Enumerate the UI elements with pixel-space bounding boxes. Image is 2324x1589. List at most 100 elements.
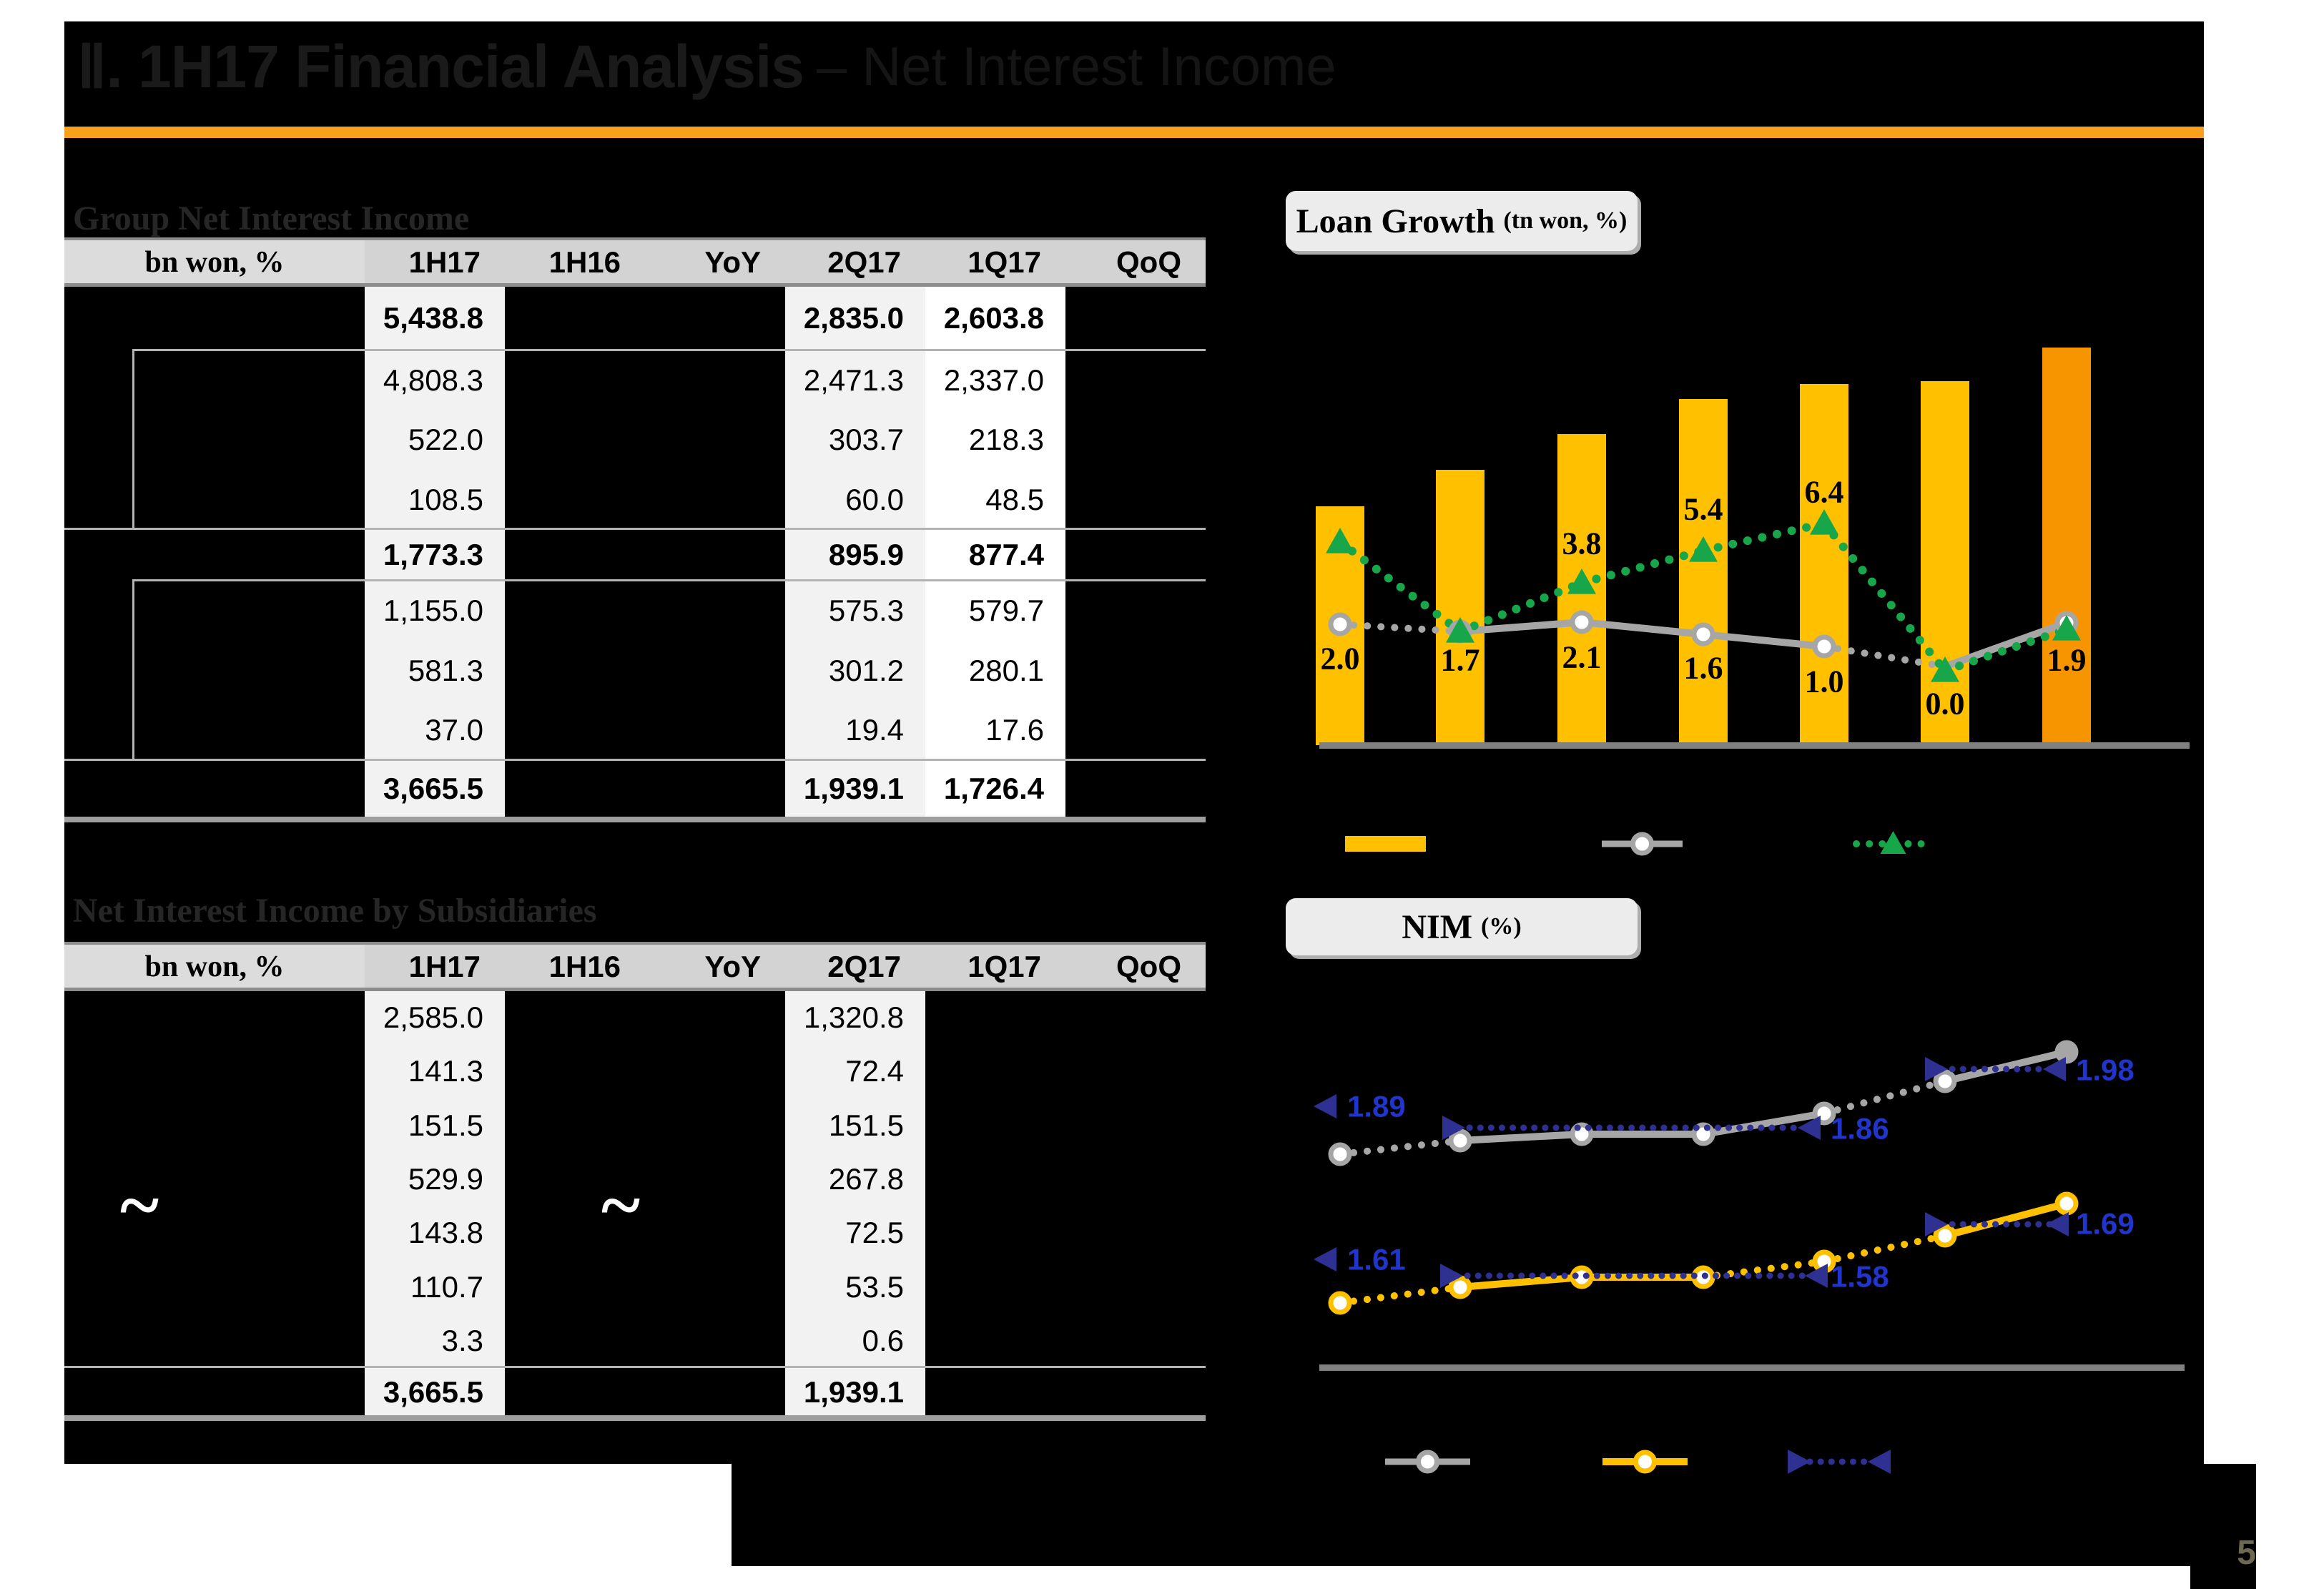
value-cell xyxy=(645,1206,785,1260)
value-cell xyxy=(505,529,645,581)
table-rule xyxy=(64,759,1206,761)
subsidiaries-table-row: 3,665.5 1,939.1 xyxy=(64,1367,1206,1417)
value-cell: 1,939.1 xyxy=(785,760,925,817)
value-cell xyxy=(645,990,785,1044)
value-cell: 4,808.3 xyxy=(365,350,505,410)
nim-title-box: NIM (%) xyxy=(1286,898,1638,955)
value-cell: 1,773.3 xyxy=(365,529,505,581)
value-cell xyxy=(1065,1206,1206,1260)
value-cell xyxy=(925,1367,1065,1417)
value-cell xyxy=(505,990,645,1044)
nim-title: NIM xyxy=(1402,907,1472,946)
value-cell: 1,726.4 xyxy=(925,760,1065,817)
value-cell xyxy=(1065,410,1206,470)
value-cell xyxy=(1065,350,1206,410)
table-rule xyxy=(132,349,1206,351)
row-label-cell xyxy=(64,1098,365,1152)
table-rule xyxy=(64,283,1206,287)
column-header-YoY: YoY xyxy=(645,240,785,285)
value-cell: 108.5 xyxy=(365,470,505,529)
value-cell xyxy=(925,1098,1065,1152)
value-cell xyxy=(645,1367,785,1417)
value-cell: 72.4 xyxy=(785,1044,925,1098)
table-rule xyxy=(64,528,1206,530)
value-cell: 581.3 xyxy=(365,641,505,700)
value-cell xyxy=(645,1044,785,1098)
value-cell xyxy=(645,410,785,470)
row-label-cell xyxy=(64,1044,365,1098)
value-cell xyxy=(505,1044,645,1098)
value-cell: 3.3 xyxy=(365,1314,505,1367)
value-cell: 5,438.8 xyxy=(365,286,505,350)
value-cell: 1,155.0 xyxy=(365,581,505,641)
group-table-row: 1,155.0 575.3 579.7 xyxy=(64,581,1206,641)
value-cell: 1,320.8 xyxy=(785,990,925,1044)
value-cell: 60.0 xyxy=(785,470,925,529)
value-cell xyxy=(645,700,785,760)
subsidiaries-table-heading: Net Interest Income by Subsidiaries xyxy=(73,892,597,930)
row-label-cell xyxy=(64,1314,365,1367)
column-header-QoQ: QoQ xyxy=(1065,945,1206,989)
value-cell xyxy=(1065,286,1206,350)
table-rule xyxy=(64,1415,1206,1421)
value-cell xyxy=(1065,1152,1206,1206)
row-label-cell xyxy=(64,350,365,410)
table-rule xyxy=(64,237,1206,240)
value-cell xyxy=(1065,470,1206,529)
value-cell xyxy=(505,286,645,350)
value-cell xyxy=(505,350,645,410)
column-header-2Q17: 2Q17 xyxy=(785,240,925,285)
loan-growth-title: Loan Growth xyxy=(1296,202,1495,240)
slide-title-sub: – Net Interest Income xyxy=(817,36,1336,97)
value-cell: 303.7 xyxy=(785,410,925,470)
loan-growth-title-box: Loan Growth (tn won, %) xyxy=(1286,191,1638,251)
group-table-row: 1,773.3 895.9 877.4 xyxy=(64,529,1206,581)
value-cell xyxy=(925,1314,1065,1367)
value-cell: 151.5 xyxy=(365,1098,505,1152)
value-cell xyxy=(645,1260,785,1314)
value-cell: 877.4 xyxy=(925,529,1065,581)
subsidiaries-table-row: 2,585.0 1,320.8 xyxy=(64,990,1206,1044)
table-rule xyxy=(64,1366,1206,1368)
table-rule xyxy=(64,942,1206,945)
value-cell xyxy=(645,760,785,817)
value-cell: 218.3 xyxy=(925,410,1065,470)
group-table-row: 37.0 19.4 17.6 xyxy=(64,700,1206,760)
value-cell: 37.0 xyxy=(365,700,505,760)
group-table-row: 3,665.5 1,939.1 1,726.4 xyxy=(64,760,1206,817)
unit-header-cell: bn won, % xyxy=(64,240,365,285)
value-cell xyxy=(1065,1044,1206,1098)
row-label-cell xyxy=(64,286,365,350)
slide-footer-band xyxy=(732,1464,2256,1566)
column-header-QoQ: QoQ xyxy=(1065,240,1206,285)
value-cell xyxy=(1065,529,1206,581)
column-header-1H16: 1H16 xyxy=(505,240,645,285)
row-label-cell xyxy=(64,1152,365,1206)
value-cell xyxy=(645,286,785,350)
subsidiaries-table-row: 110.7 53.5 xyxy=(64,1260,1206,1314)
group-table-heading: Group Net Interest Income xyxy=(73,200,470,237)
value-cell xyxy=(645,1314,785,1367)
row-label-cell xyxy=(64,1367,365,1417)
value-cell: 2,603.8 xyxy=(925,286,1065,350)
row-label-cell xyxy=(64,700,365,760)
value-cell xyxy=(1065,760,1206,817)
value-cell: 2,337.0 xyxy=(925,350,1065,410)
slide-title-main: Ⅱ. 1H17 Financial Analysis xyxy=(77,33,804,100)
subsidiaries-table-row: 529.9 267.8 xyxy=(64,1152,1206,1206)
value-cell xyxy=(1065,581,1206,641)
value-cell xyxy=(505,581,645,641)
value-cell xyxy=(1065,1260,1206,1314)
value-cell xyxy=(505,700,645,760)
row-label-cell xyxy=(64,641,365,700)
value-cell: 522.0 xyxy=(365,410,505,470)
value-cell xyxy=(645,470,785,529)
value-cell: 17.6 xyxy=(925,700,1065,760)
slide-title: Ⅱ. 1H17 Financial Analysis – Net Interes… xyxy=(77,13,1336,120)
subsidiaries-table-header: bn won, % 1H17 1H16 YoY 2Q17 1Q17 QoQ xyxy=(64,945,1206,989)
value-cell: 280.1 xyxy=(925,641,1065,700)
table-rule xyxy=(132,579,1206,581)
value-cell xyxy=(925,1206,1065,1260)
row-label-cell xyxy=(64,529,365,581)
value-cell: 141.3 xyxy=(365,1044,505,1098)
